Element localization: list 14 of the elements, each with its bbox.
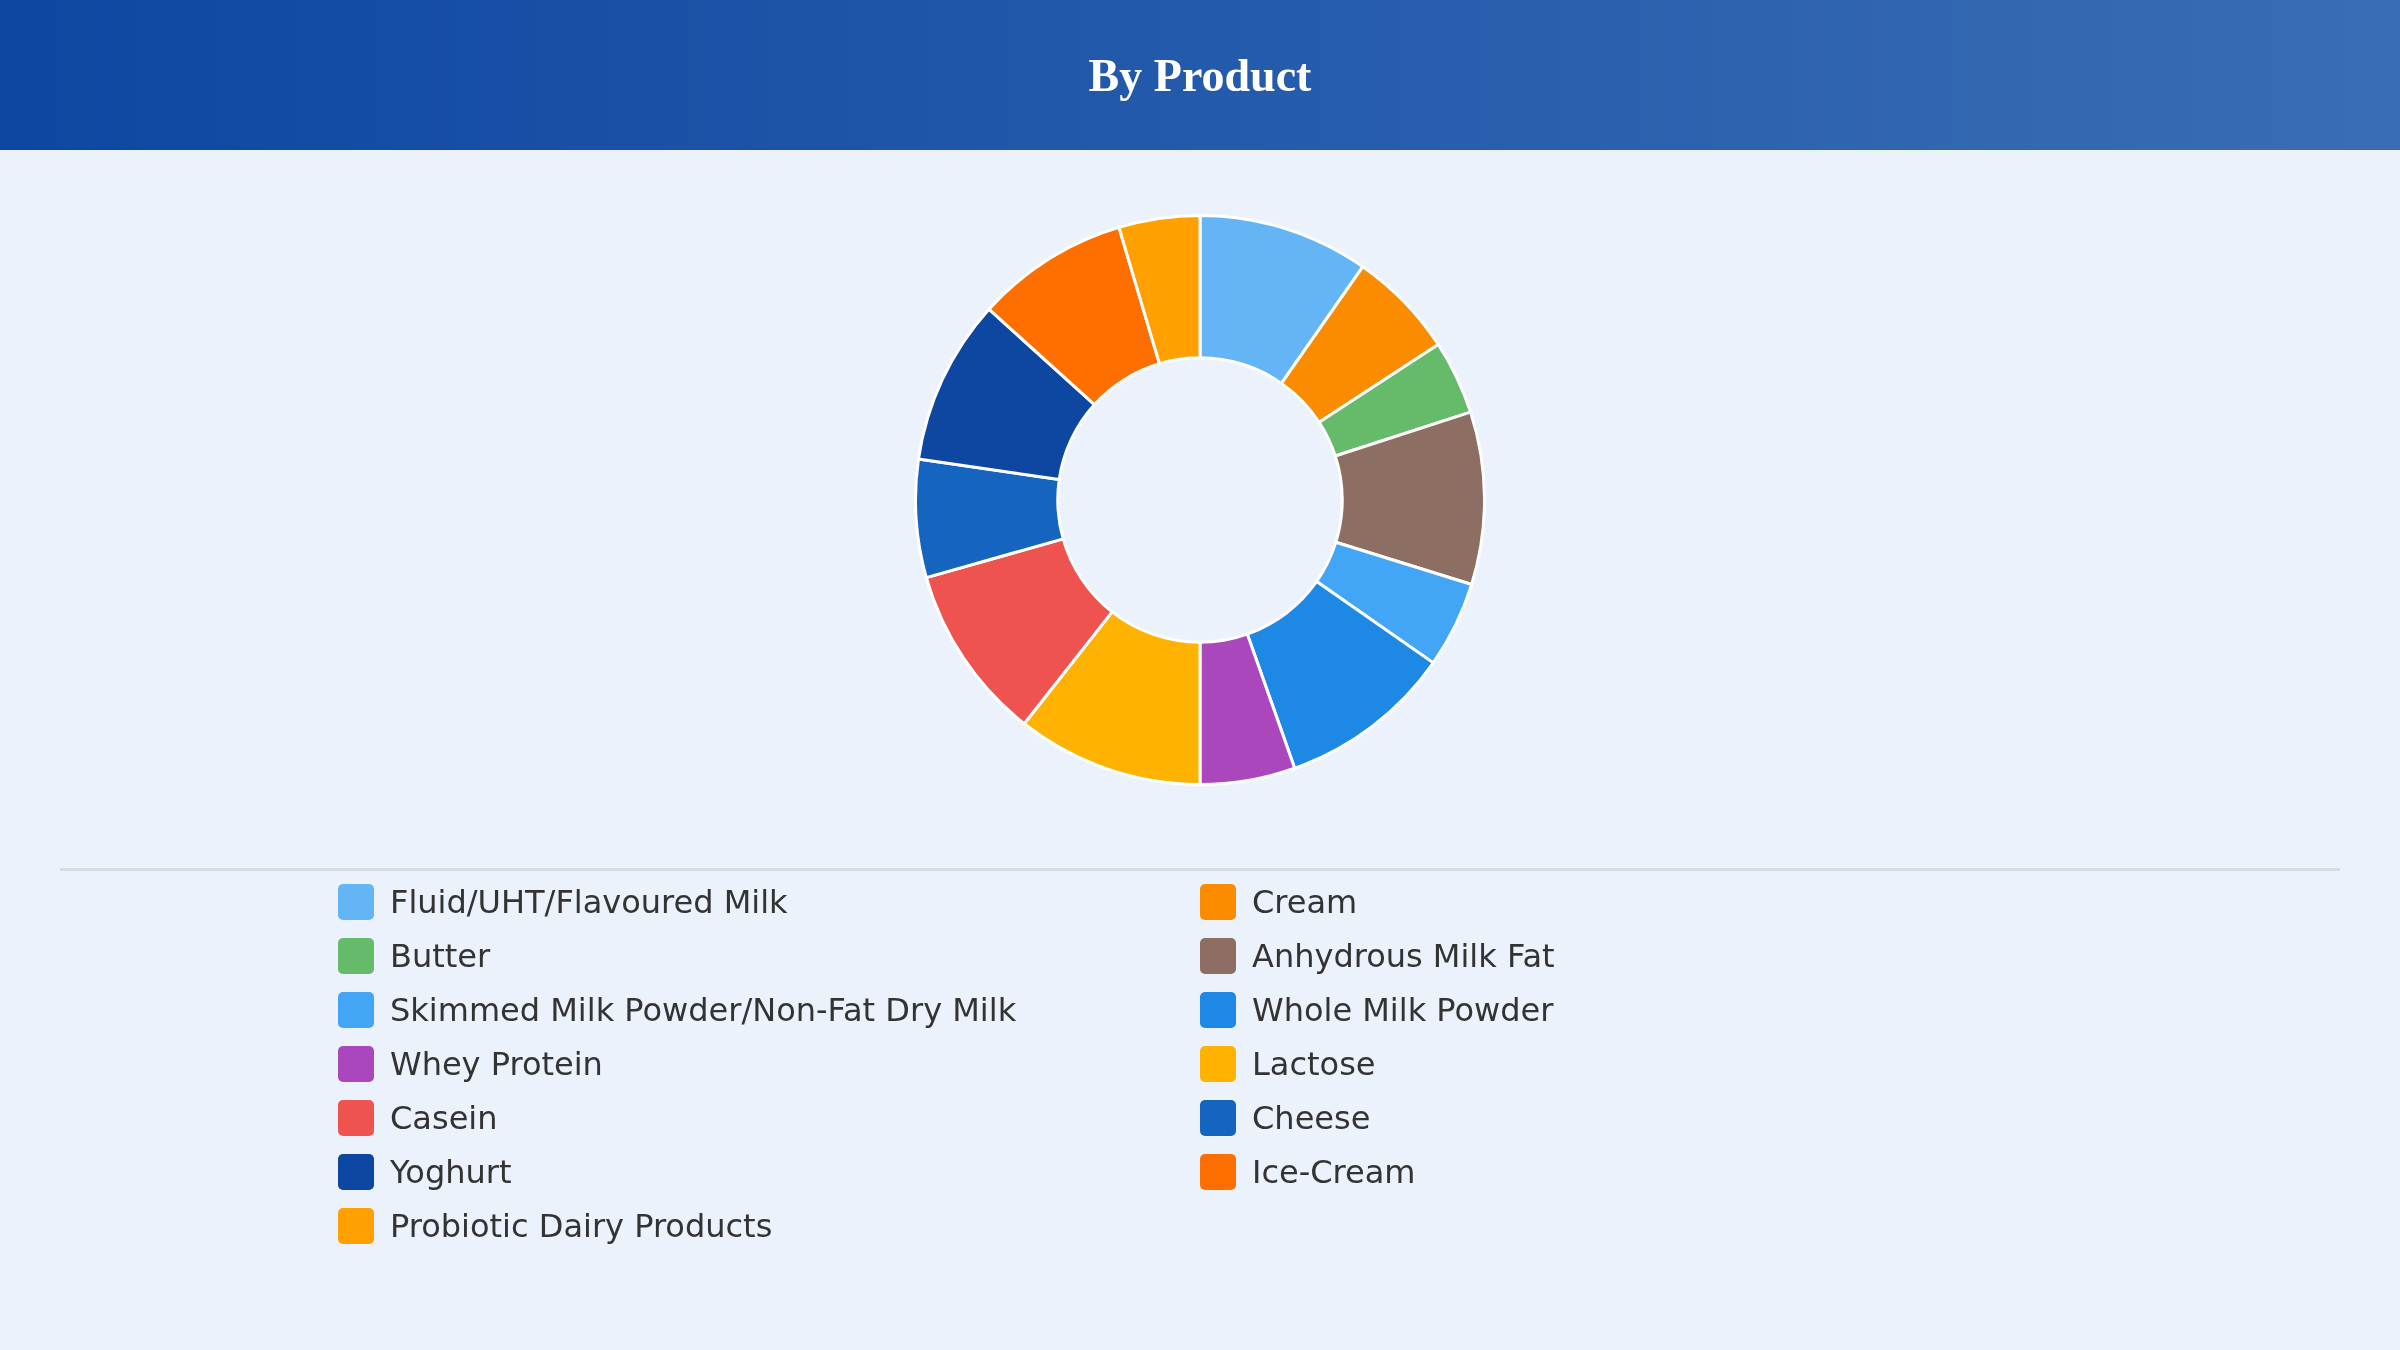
legend-label: Casein [390,1099,498,1137]
legend-label: Yoghurt [390,1153,512,1191]
legend-label: Ice-Cream [1252,1153,1416,1191]
legend-label: Whole Milk Powder [1252,991,1554,1029]
legend-label: Butter [390,937,491,975]
legend-label: Cream [1252,883,1358,921]
legend-label: Whey Protein [390,1045,603,1083]
legend-label: Anhydrous Milk Fat [1252,937,1555,975]
legend-label: Lactose [1252,1045,1376,1083]
legend-label: Fluid/UHT/Flavoured Milk [390,883,788,921]
legend-label: Cheese [1252,1099,1371,1137]
legend-label: Skimmed Milk Powder/Non-Fat Dry Milk [390,991,1017,1029]
legend-label: Probiotic Dairy Products [390,1207,773,1245]
chart-title: By Product [1088,48,1312,102]
